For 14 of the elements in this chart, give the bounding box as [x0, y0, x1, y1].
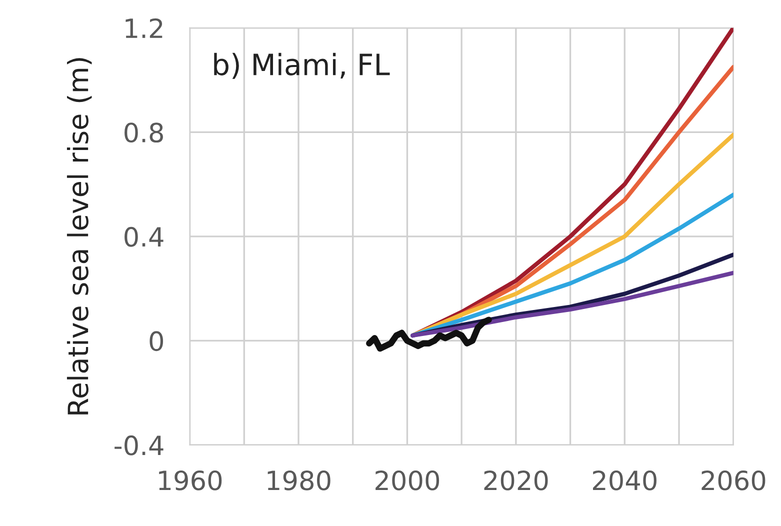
y-axis-title: Relative sea level rise (m) — [66, 58, 92, 414]
y-tick-label: 0.4 — [124, 226, 164, 247]
x-tick-label: 2040 — [593, 470, 656, 490]
y-tick-label: 0 — [150, 331, 164, 352]
x-tick-label: 1980 — [268, 470, 330, 490]
y-tick-label: 1.2 — [126, 18, 162, 38]
line-series — [410, 270, 734, 338]
y-tick-label: 0.8 — [124, 122, 163, 143]
x-tick-label: 2000 — [376, 470, 440, 490]
x-tick-label: 2060 — [702, 470, 766, 490]
x-tick-label: 2020 — [484, 470, 548, 490]
y-tick-label: -0.4 — [114, 435, 164, 456]
x-tick-label: 1960 — [159, 470, 222, 490]
annotation: b) Miami, FL — [214, 52, 390, 79]
